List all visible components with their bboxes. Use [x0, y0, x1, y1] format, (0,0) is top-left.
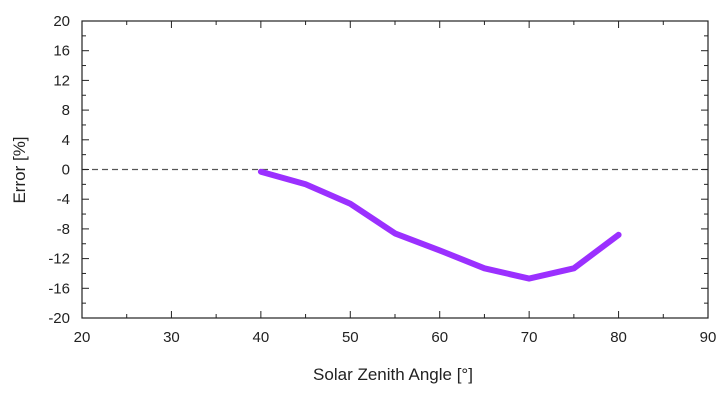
- y-tick-label: -8: [57, 221, 70, 238]
- y-tick-label: -20: [48, 310, 70, 327]
- x-tick-label: 30: [163, 329, 180, 346]
- y-tick-label: 4: [62, 132, 70, 149]
- y-tick-label: 12: [53, 72, 70, 89]
- series-line-0: [257, 168, 622, 282]
- x-tick-label: 90: [700, 329, 717, 346]
- x-tick-label: 20: [74, 329, 91, 346]
- y-tick-label: -12: [48, 251, 70, 268]
- y-tick-label: -16: [48, 280, 70, 297]
- x-tick-label: 80: [610, 329, 627, 346]
- x-tick-label: 40: [253, 329, 270, 346]
- x-tick-label: 70: [521, 329, 538, 346]
- x-tick-label: 60: [431, 329, 448, 346]
- y-tick-label: 16: [53, 43, 70, 60]
- x-tick-label: 50: [342, 329, 359, 346]
- y-axis-title: Error [%]: [10, 136, 29, 203]
- y-tick-label: -4: [57, 191, 70, 208]
- x-axis-title: Solar Zenith Angle [°]: [313, 365, 473, 384]
- y-tick-label: 8: [62, 102, 70, 119]
- y-tick-label: 20: [53, 13, 70, 30]
- y-tick-label: 0: [62, 162, 70, 179]
